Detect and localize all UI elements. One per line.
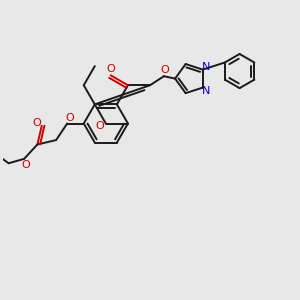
Text: O: O	[66, 113, 74, 123]
Text: N: N	[202, 85, 211, 95]
Text: O: O	[21, 160, 30, 170]
Text: O: O	[32, 118, 41, 128]
Text: N: N	[202, 62, 211, 72]
Text: O: O	[106, 64, 115, 74]
Text: O: O	[160, 65, 169, 75]
Text: O: O	[95, 121, 104, 131]
